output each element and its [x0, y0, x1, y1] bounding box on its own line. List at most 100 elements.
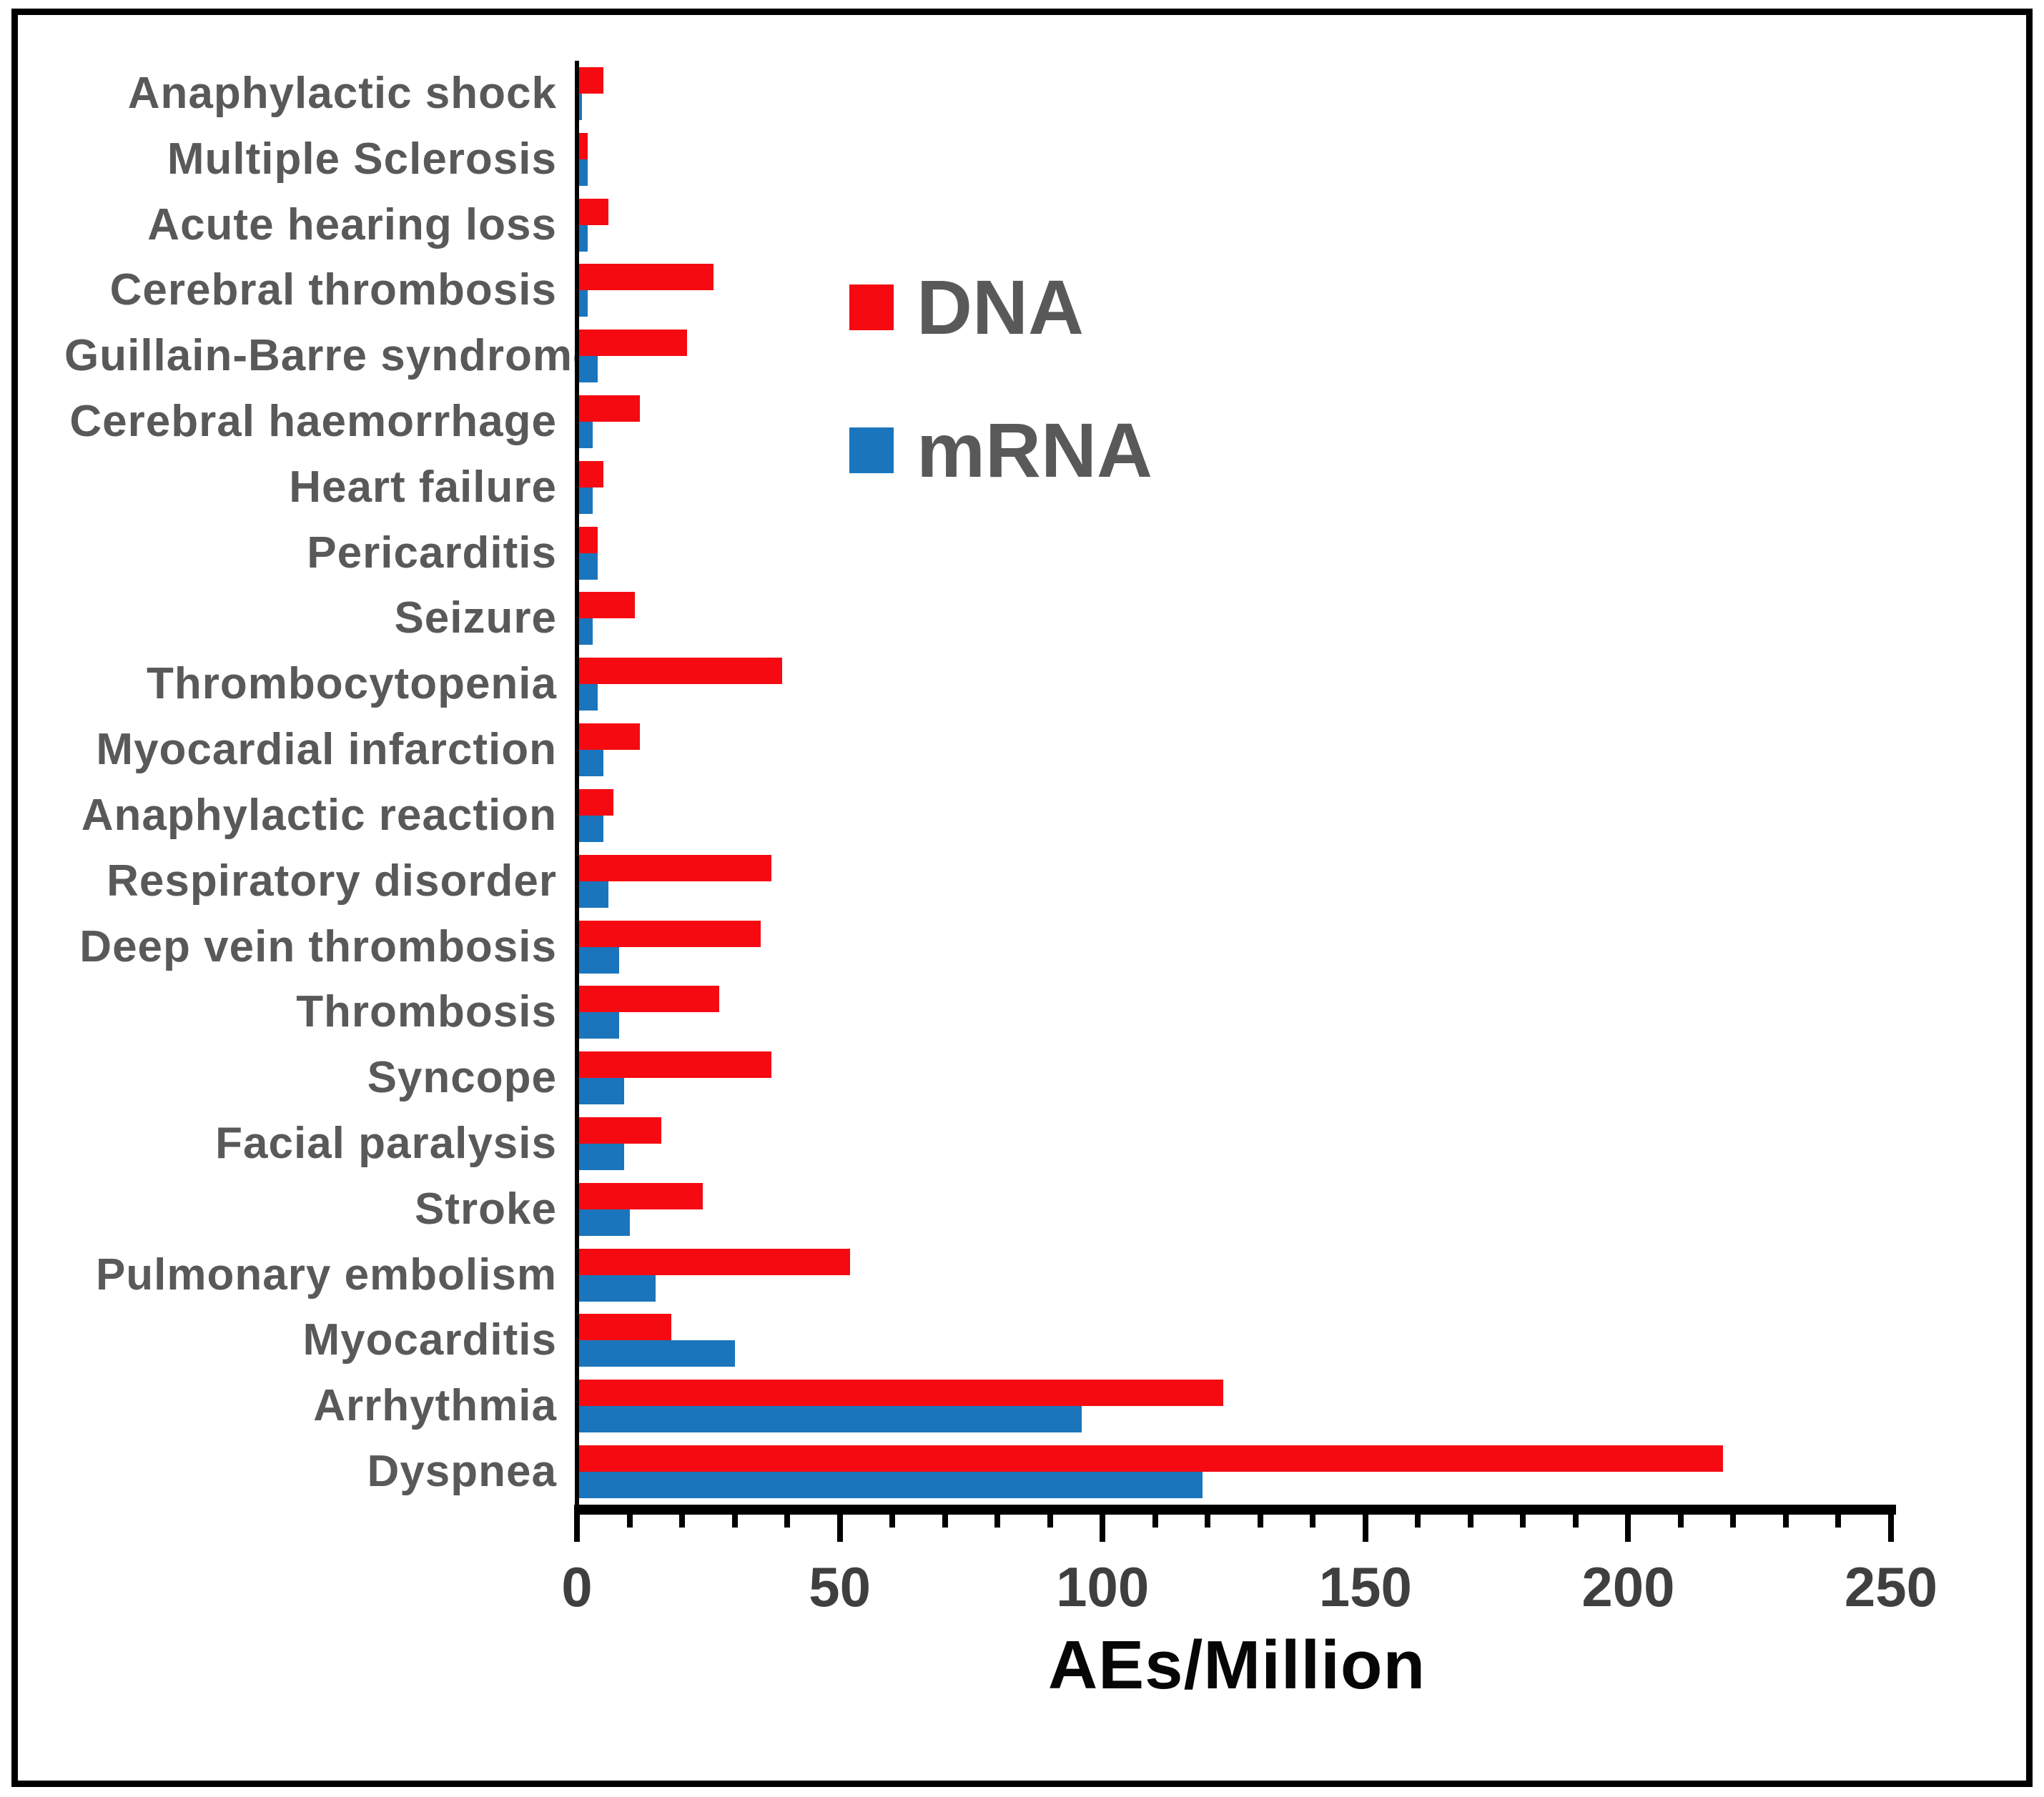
mrna-bar: [577, 356, 598, 383]
x-axis-minor-tick: [1677, 1505, 1684, 1528]
y-axis-line: [575, 61, 579, 1514]
x-axis-minor-tick: [1310, 1505, 1316, 1528]
dna-bar: [577, 198, 609, 225]
category-label: Stroke: [415, 1184, 557, 1234]
dna-legend-swatch: [849, 284, 894, 330]
x-axis-tick-label: 200: [1581, 1555, 1675, 1618]
category-label: Thrombocytopenia: [146, 659, 557, 709]
x-axis-minor-tick: [1835, 1505, 1842, 1528]
dna-bar: [577, 723, 641, 751]
mrna-bar: [577, 1406, 1082, 1433]
mrna-bar: [577, 684, 598, 711]
category-label: Pulmonary embolism: [95, 1249, 557, 1300]
dna-bar: [577, 1117, 661, 1144]
category-label: Respiratory disorder: [107, 856, 557, 906]
dna-bar: [577, 1445, 1723, 1472]
mrna-bar: [577, 224, 588, 252]
dna-bar: [577, 854, 772, 881]
x-axis-minor-tick: [1730, 1505, 1737, 1528]
x-axis-minor-tick: [679, 1505, 686, 1528]
dna-legend-label: DNA: [917, 264, 1084, 350]
mrna-bar: [577, 422, 593, 448]
category-label: Deep vein thrombosis: [79, 921, 557, 971]
x-axis-tick-label: 250: [1844, 1555, 1938, 1618]
x-axis-title: AEs/Million: [1047, 1627, 1426, 1703]
dna-bar: [577, 330, 688, 357]
mrna-bar: [577, 1209, 630, 1236]
x-axis-minor-tick: [994, 1505, 1001, 1528]
mrna-bar: [577, 815, 603, 842]
x-axis-tick-label: 100: [1056, 1555, 1150, 1618]
category-label: Dyspnea: [367, 1447, 557, 1497]
mrna-legend-label: mRNA: [917, 407, 1153, 493]
category-label: Myocardial infarction: [96, 725, 557, 775]
mrna-bar: [577, 946, 619, 974]
x-axis-minor-tick: [1572, 1505, 1579, 1528]
category-label: Arrhythmia: [313, 1381, 557, 1431]
x-axis-major-tick: [1888, 1505, 1894, 1542]
dna-bar: [577, 1248, 851, 1275]
category-label: Pericarditis: [307, 528, 557, 578]
dna-bar: [577, 132, 588, 159]
mrna-bar: [577, 1472, 1203, 1499]
dna-bar: [577, 526, 598, 553]
dna-bar: [577, 658, 782, 685]
category-label: Cerebral haemorrhage: [69, 397, 557, 446]
x-axis-major-tick: [1362, 1505, 1368, 1542]
dna-bar: [577, 986, 719, 1013]
dna-bar: [577, 395, 641, 422]
x-axis-minor-tick: [784, 1505, 791, 1528]
dna-bar: [577, 1314, 672, 1341]
x-axis-minor-tick: [1782, 1505, 1789, 1528]
dna-bar: [577, 1051, 772, 1079]
x-axis-minor-tick: [889, 1505, 896, 1528]
x-axis-line: [575, 1505, 1896, 1515]
category-label: Heart failure: [289, 462, 557, 512]
category-label: Thrombosis: [296, 987, 557, 1037]
x-axis-minor-tick: [1467, 1505, 1473, 1528]
mrna-bar: [577, 1078, 625, 1105]
dna-bar: [577, 1182, 703, 1209]
dna-bar: [577, 460, 603, 487]
x-axis-minor-tick: [626, 1505, 633, 1528]
mrna-bar: [577, 487, 593, 514]
category-label: Anaphylactic reaction: [81, 790, 557, 840]
x-axis-tick-label: 50: [809, 1555, 871, 1618]
x-axis-major-tick: [836, 1505, 843, 1542]
mrna-legend-swatch: [849, 427, 894, 473]
x-axis-major-tick: [574, 1505, 580, 1542]
mrna-bar: [577, 159, 588, 186]
mrna-bar: [577, 1340, 735, 1367]
dna-bar: [577, 1380, 1224, 1407]
x-axis-major-tick: [1100, 1505, 1106, 1542]
dna-bar: [577, 920, 761, 947]
category-label: Anaphylactic shock: [127, 68, 557, 118]
dna-bar: [577, 264, 714, 291]
category-label: Acute hearing loss: [147, 199, 557, 249]
mrna-bar: [577, 1144, 625, 1170]
mrna-bar: [577, 750, 603, 777]
x-axis-minor-tick: [942, 1505, 948, 1528]
x-axis-minor-tick: [1047, 1505, 1053, 1528]
category-label: Facial paralysis: [215, 1119, 557, 1168]
mrna-bar: [577, 618, 593, 645]
category-label: Multiple Sclerosis: [167, 134, 557, 184]
x-axis-minor-tick: [731, 1505, 738, 1528]
x-axis-minor-tick: [1205, 1505, 1211, 1528]
mrna-bar: [577, 290, 588, 317]
legend-item-dna: DNA: [849, 266, 1084, 349]
mrna-bar: [577, 1012, 619, 1039]
x-axis-minor-tick: [1152, 1505, 1158, 1528]
category-label: Myocarditis: [302, 1315, 557, 1365]
dna-bar: [577, 66, 603, 94]
x-axis-tick-label: 150: [1318, 1555, 1412, 1618]
legend-item-mrna: mRNA: [849, 409, 1152, 492]
category-label: Cerebral thrombosis: [109, 265, 557, 315]
mrna-bar: [577, 553, 598, 580]
category-label: Syncope: [367, 1053, 557, 1103]
x-axis-tick-label: 0: [561, 1555, 593, 1618]
mrna-bar: [577, 1274, 656, 1302]
category-label: Guillain-Barre syndrome: [64, 331, 598, 381]
